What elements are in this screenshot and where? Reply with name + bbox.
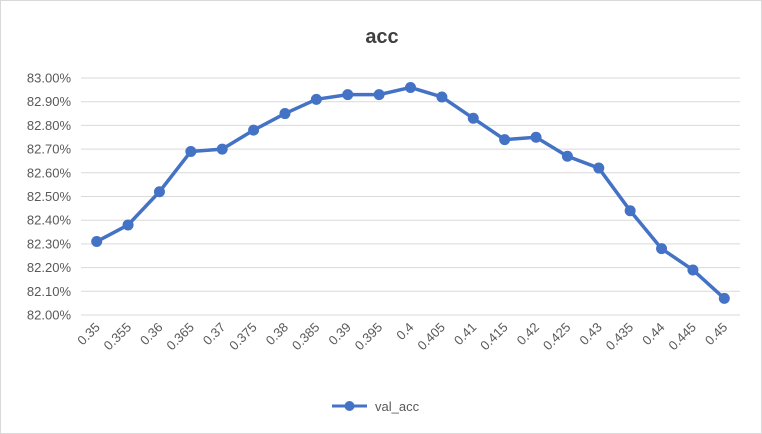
data-point	[656, 243, 668, 255]
y-tick-label: 82.00%	[27, 308, 72, 323]
data-point	[153, 186, 165, 198]
data-point	[342, 89, 354, 101]
x-tick-label: 0.36	[137, 320, 166, 349]
y-tick-label: 83.00%	[27, 71, 72, 86]
x-tick-label: 0.37	[200, 320, 229, 349]
data-point	[405, 81, 416, 93]
data-point	[624, 205, 636, 217]
data-point	[718, 292, 730, 304]
x-axis-ticks: 0.350.355 0.360.365 0.370.375 0.380.385 0.39…	[74, 320, 730, 354]
x-tick-label: 0.43	[576, 320, 605, 349]
data-point	[499, 134, 511, 146]
x-tick-label: 0.395	[352, 320, 386, 354]
y-tick-label: 82.30%	[27, 236, 72, 251]
gridlines	[81, 77, 740, 316]
chart-title: acc	[365, 26, 398, 48]
data-point	[530, 131, 542, 143]
x-tick-label: 0.45	[702, 320, 731, 349]
y-tick-label: 82.80%	[27, 118, 72, 133]
x-tick-label: 0.365	[163, 320, 197, 354]
x-tick-label: 0.405	[414, 320, 448, 354]
legend-label: val_acc	[375, 399, 420, 414]
x-tick-label: 0.435	[603, 320, 637, 354]
data-point	[122, 219, 134, 231]
data-point	[373, 89, 385, 101]
x-tick-label: 0.4	[393, 320, 416, 343]
data-point	[687, 264, 699, 276]
legend: val_acc	[332, 399, 420, 414]
x-tick-label: 0.375	[226, 320, 260, 354]
data-point	[436, 91, 448, 103]
y-tick-label: 82.40%	[27, 213, 72, 228]
y-tick-label: 82.90%	[27, 94, 72, 109]
x-tick-label: 0.385	[289, 320, 323, 354]
x-tick-label: 0.35	[74, 320, 103, 349]
x-tick-label: 0.44	[639, 320, 668, 349]
x-tick-label: 0.355	[101, 320, 135, 354]
x-tick-label: 0.415	[477, 320, 511, 354]
x-tick-label: 0.41	[451, 320, 480, 349]
series-line	[94, 85, 727, 301]
x-tick-label: 0.445	[665, 320, 699, 354]
x-tick-label: 0.38	[263, 320, 292, 349]
data-point	[91, 236, 103, 248]
y-tick-label: 82.10%	[27, 284, 72, 299]
data-point	[593, 162, 605, 174]
y-tick-label: 82.50%	[27, 189, 72, 204]
data-point	[310, 93, 322, 105]
data-point	[185, 145, 197, 157]
y-tick-label: 82.20%	[27, 260, 72, 275]
y-tick-label: 82.60%	[27, 165, 72, 180]
x-tick-label: 0.42	[514, 320, 543, 349]
data-point	[216, 143, 228, 155]
data-point	[248, 124, 260, 136]
x-tick-label: 0.39	[325, 320, 354, 349]
series-layer	[91, 81, 730, 304]
x-tick-label: 0.425	[540, 320, 574, 354]
data-point	[561, 150, 573, 162]
y-tick-label: 82.70%	[27, 142, 72, 157]
data-point	[279, 108, 291, 120]
data-point	[467, 112, 479, 124]
legend-marker-swatch	[344, 401, 355, 411]
y-axis-ticks: 82.00% 82.10% 82.20% 82.30% 82.40% 82.50% 82.6…	[27, 71, 72, 323]
